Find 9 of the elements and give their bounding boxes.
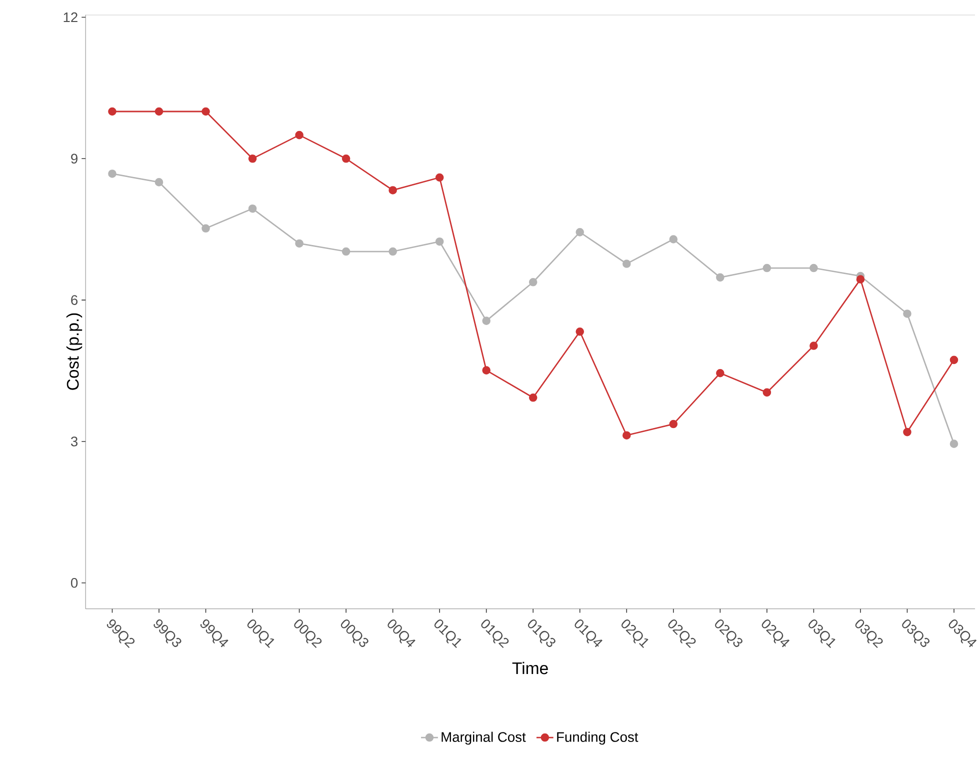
- y-axis-title: Cost (p.p.): [66, 314, 82, 390]
- y-tick-label: 3: [70, 436, 78, 447]
- y-tick-label: 9: [71, 154, 78, 164]
- legend-label: Marginal Cost: [442, 732, 526, 745]
- y-tick-label: 12: [64, 12, 78, 22]
- legend-label: Funding Cost: [557, 732, 638, 745]
- y-tick-label: 6: [71, 295, 78, 306]
- y-tick-label: 0: [70, 578, 78, 588]
- x-axis-title: Time: [512, 662, 548, 674]
